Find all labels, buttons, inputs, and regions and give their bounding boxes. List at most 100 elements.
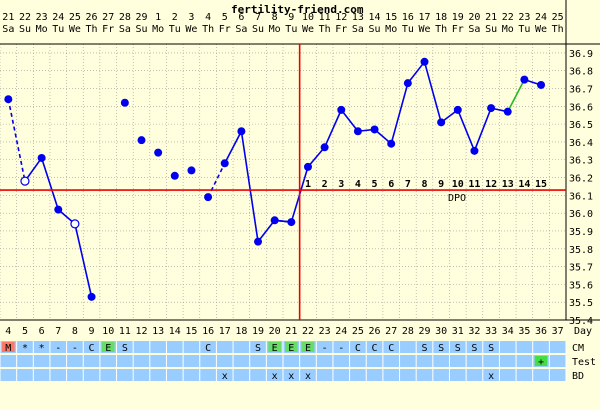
weekday-label: Sa <box>468 24 480 35</box>
weekday-label: Tu <box>518 24 530 35</box>
cycle-day-label: 20 <box>269 326 281 337</box>
date-number: 27 <box>102 12 114 23</box>
dpo-number: 12 <box>485 179 497 190</box>
weekday-label: Sa <box>2 24 14 35</box>
temp-line <box>457 109 476 152</box>
weekday-label: Th <box>319 24 331 35</box>
temperature-axis: 35.4 35.5 35.6 35.7 35.8 35.9 36.0 36.1 36.2 36.3… <box>569 49 593 327</box>
weekday-label: Tu <box>52 24 64 35</box>
temp-line <box>390 82 409 144</box>
cm-cell: * <box>22 343 28 354</box>
y-tick-label: 36.8 <box>569 67 593 78</box>
weekday-label: Th <box>435 24 447 35</box>
temp-point <box>370 125 379 134</box>
dpo-number: 15 <box>535 179 547 190</box>
cm-cell: S <box>471 343 477 354</box>
cm-cell: C <box>205 343 211 354</box>
weekday-label: Tu <box>169 24 181 35</box>
temp-point <box>403 79 412 88</box>
cycle-day-label: 6 <box>39 326 45 337</box>
temp-point <box>87 292 96 301</box>
cm-cell-highlight <box>2 342 15 352</box>
y-tick-label: 36.0 <box>569 209 593 220</box>
weekday-label: We <box>302 24 314 35</box>
date-number: 23 <box>36 12 48 23</box>
temp-line <box>74 223 93 298</box>
temp-point <box>204 193 213 202</box>
weekday-label: Su <box>369 24 381 35</box>
weekday-label: Mo <box>502 24 514 35</box>
temp-point <box>220 159 229 168</box>
cycle-day-label: 26 <box>369 326 381 337</box>
temp-line <box>24 157 43 182</box>
cycle-day-label: 24 <box>335 326 347 337</box>
cm-cell: - <box>72 343 78 354</box>
cycle-day-label: 14 <box>169 326 181 337</box>
weekday-label: Sa <box>119 24 131 35</box>
dpo-number: 3 <box>338 179 344 190</box>
cycle-day-label: 27 <box>385 326 397 337</box>
y-tick-label: 36.9 <box>569 49 593 60</box>
temp-point <box>503 107 512 116</box>
y-tick-label: 35.5 <box>569 298 593 309</box>
dpo-number: 2 <box>322 179 328 190</box>
weekday-label: Tu <box>285 24 297 35</box>
weekday-label: Th <box>202 24 214 35</box>
temp-point <box>420 57 429 66</box>
test-cell: + <box>538 357 544 368</box>
weekday-label: Sa <box>235 24 247 35</box>
temp-point <box>303 162 312 171</box>
weekday-label: We <box>69 24 81 35</box>
cycle-day-label: 36 <box>535 326 547 337</box>
temp-line <box>224 130 243 164</box>
date-number: 23 <box>518 12 530 23</box>
weekday-label: Mo <box>36 24 48 35</box>
temp-line <box>407 61 426 84</box>
weekday-label: Su <box>485 24 497 35</box>
cm-cell: * <box>39 343 45 354</box>
dpo-number: 7 <box>405 179 411 190</box>
weekday-label: We <box>418 24 430 35</box>
y-tick-label: 36.4 <box>569 138 593 149</box>
temp-point <box>537 80 546 89</box>
weekday-label: We <box>535 24 547 35</box>
temp-line <box>40 157 60 210</box>
y-tick-label: 35.4 <box>569 316 593 327</box>
date-number: 25 <box>552 12 564 23</box>
date-number: 11 <box>319 12 331 23</box>
temp-point <box>254 237 263 246</box>
y-tick-label: 36.2 <box>569 174 593 185</box>
grid <box>0 0 600 321</box>
weekday-label: Fr <box>335 24 347 35</box>
dpo-number: 5 <box>372 179 378 190</box>
cycle-day-label: 12 <box>135 326 147 337</box>
weekday-label: Th <box>552 24 564 35</box>
y-tick-label: 36.6 <box>569 102 593 113</box>
cm-cell: S <box>438 343 444 354</box>
cycle-day-label: 5 <box>22 326 28 337</box>
cm-cell: C <box>372 343 378 354</box>
date-number: 4 <box>205 12 211 23</box>
temp-point <box>37 153 46 162</box>
date-number: 7 <box>255 12 261 23</box>
date-number: 18 <box>435 12 447 23</box>
weekday-label: Su <box>19 24 31 35</box>
dpo-labels: 1 2 3 4 5 6 7 8 9 10 11 12 13 14 15 <box>305 179 547 190</box>
temp-point <box>4 95 13 104</box>
date-number: 28 <box>119 12 131 23</box>
cycle-day-label: 29 <box>418 326 430 337</box>
cycle-day-label: 37 <box>552 326 564 337</box>
cycle-day-label: 15 <box>185 326 197 337</box>
date-number: 14 <box>369 12 381 23</box>
cm-cell: - <box>338 343 344 354</box>
weekday-label: Su <box>252 24 264 35</box>
bd-row-label: BD <box>572 371 584 382</box>
temp-line <box>340 109 359 132</box>
dpo-number: 11 <box>468 179 480 190</box>
weekday-label: Fr <box>219 24 231 35</box>
weekday-label: Sa <box>352 24 364 35</box>
temp-point <box>137 136 146 145</box>
cm-cell: C <box>388 343 394 354</box>
cm-cell-highlight <box>301 342 315 352</box>
